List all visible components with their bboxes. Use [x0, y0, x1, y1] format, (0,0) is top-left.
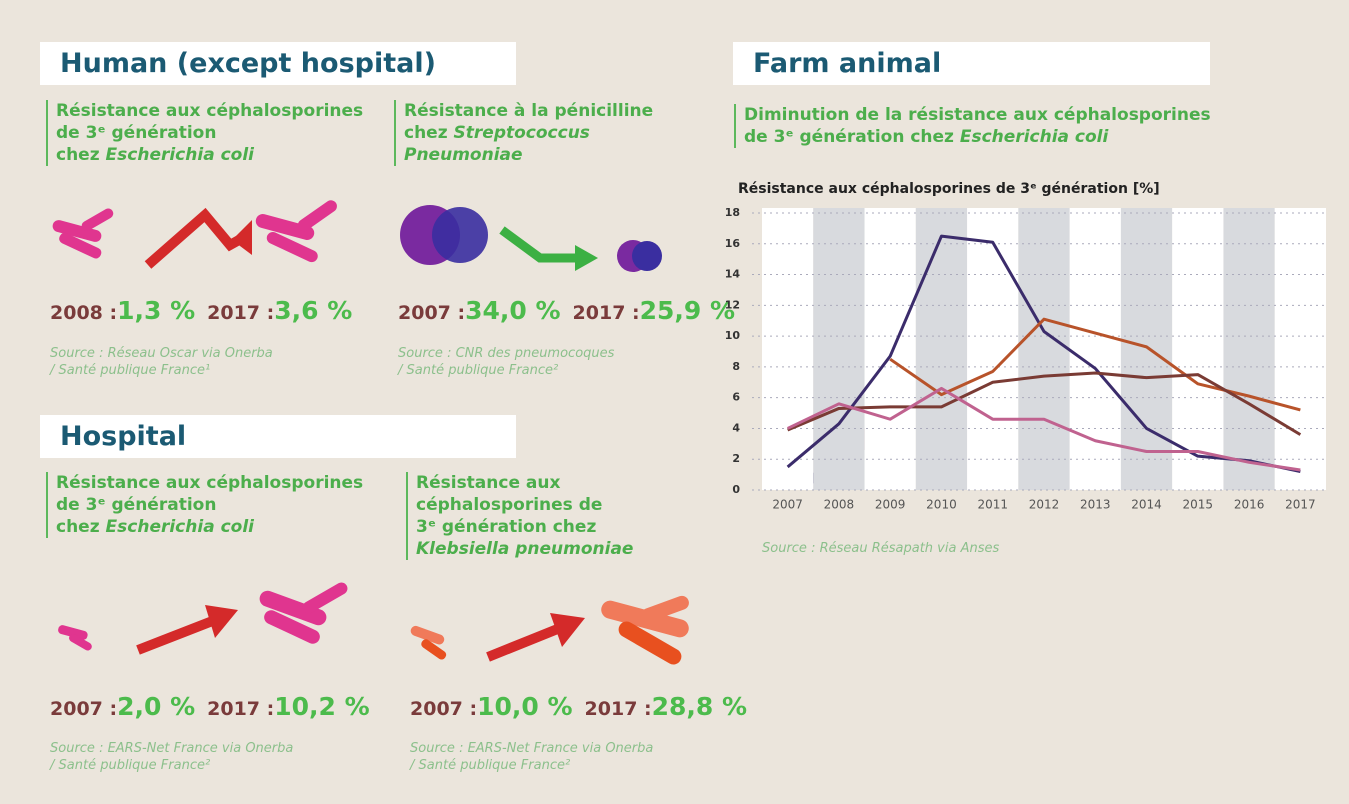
source-line: Source : CNR des pneumocoques	[398, 346, 615, 361]
heading-text: Pneumoniae	[404, 145, 523, 165]
heading-text: chez	[56, 517, 106, 537]
heading-text: Escherichia coli	[105, 517, 254, 537]
source-line: Source : Réseau Oscar via Onerba	[50, 346, 273, 361]
percentage: 34,0 %	[465, 296, 561, 325]
chart-source: Source : Réseau Résapath via Anses	[762, 541, 1000, 556]
source-line: Source : EARS-Net France via Onerba	[50, 741, 294, 756]
heading: Diminution de la résistance aux céphalos…	[734, 104, 1211, 148]
source-line: / Santé publique France¹	[50, 363, 211, 378]
year: 2008 :	[50, 302, 118, 324]
heading-text: Résistance aux céphalosporines	[56, 101, 364, 121]
source: Source : CNR des pneumocoques / Santé pub…	[398, 345, 614, 379]
heading-text: Streptococcus	[453, 123, 590, 143]
heading: Résistance aux céphalosporines de 3ᵉ géné…	[46, 472, 363, 538]
heading-line: chez Escherichia coli	[56, 144, 363, 166]
source-line: / Santé publique France²	[50, 758, 211, 773]
source-line: Source : EARS-Net France via Onerba	[410, 741, 654, 756]
year: 2007 :	[50, 698, 118, 720]
heading-line: Résistance à la pénicilline	[404, 100, 653, 122]
heading-line: de 3ᵉ génération chez Escherichia coli	[744, 126, 1211, 148]
values: 2007 :34,0 % 2017 :25,9 %	[398, 296, 747, 325]
percentage: 2,0 %	[117, 692, 196, 721]
year: 2017 :	[207, 302, 275, 324]
section-title: Human (except hospital)	[40, 42, 516, 85]
heading-line: céphalosporines de	[416, 494, 633, 516]
heading-line: Pneumoniae	[404, 144, 653, 166]
percentage: 25,9 %	[639, 296, 736, 325]
heading-text: Escherichia coli	[105, 145, 254, 165]
percentage: 28,8 %	[651, 692, 748, 721]
year: 2007 :	[410, 698, 478, 720]
heading-line: 3ᵉ génération chez	[416, 516, 633, 538]
heading: Résistance à la pénicilline chez Streptoc…	[394, 100, 653, 166]
heading-text: chez	[404, 123, 454, 143]
values: 2007 :2,0 % 2017 :10,2 %	[50, 692, 382, 721]
heading-text: Résistance à la pénicilline	[404, 101, 654, 121]
heading-text: 3ᵉ génération chez	[416, 517, 597, 537]
values: 2007 :10,0 % 2017 :28,8 %	[410, 692, 759, 721]
source: Source : EARS-Net France via Onerba / San…	[50, 740, 293, 774]
heading-line: de 3ᵉ génération	[56, 122, 363, 144]
year: 2017 :	[584, 698, 652, 720]
percentage: 10,0 %	[477, 692, 573, 721]
heading-text: Klebsiella pneumoniae	[416, 539, 634, 559]
heading-text: Résistance aux céphalosporines	[56, 473, 364, 493]
heading-text: Diminution de la résistance aux céphalos…	[744, 105, 1211, 125]
heading: Résistance aux céphalosporines de 3ᵉ géné…	[46, 100, 363, 166]
source: Source : Réseau Oscar via Onerba / Santé …	[50, 345, 273, 379]
source-line: / Santé publique France²	[410, 758, 571, 773]
heading-text: de 3ᵉ génération	[56, 495, 217, 515]
heading-line: de 3ᵉ génération	[56, 494, 363, 516]
heading-line: Résistance aux céphalosporines	[56, 472, 363, 494]
heading-text: Résistance aux	[416, 473, 561, 493]
year: 2007 :	[398, 302, 466, 324]
values: 2008 :1,3 % 2017 :3,6 %	[50, 296, 364, 325]
heading-line: Klebsiella pneumoniae	[416, 538, 633, 560]
section-title: Farm animal	[733, 42, 1210, 85]
percentage: 10,2 %	[274, 692, 370, 721]
section-title: Hospital	[40, 415, 516, 458]
heading-text: de 3ᵉ génération	[56, 123, 217, 143]
heading: Résistance aux céphalosporines de 3ᵉ génér…	[406, 472, 633, 560]
heading-line: chez Streptococcus	[404, 122, 653, 144]
year: 2017 :	[572, 302, 640, 324]
source-line: / Santé publique France²	[398, 363, 559, 378]
heading-text: de 3ᵉ génération chez	[744, 127, 960, 147]
percentage: 3,6 %	[274, 296, 353, 325]
heading-line: Diminution de la résistance aux céphalos…	[744, 104, 1211, 126]
heading-text: céphalosporines de	[416, 495, 603, 515]
percentage: 1,3 %	[117, 296, 196, 325]
heading-line: Résistance aux	[416, 472, 633, 494]
heading-text: Escherichia coli	[959, 127, 1109, 147]
heading-text: chez	[56, 145, 106, 165]
heading-line: chez Escherichia coli	[56, 516, 363, 538]
year: 2017 :	[207, 698, 275, 720]
heading-line: Résistance aux céphalosporines	[56, 100, 363, 122]
source: Source : EARS-Net France via Onerba / San…	[410, 740, 653, 774]
